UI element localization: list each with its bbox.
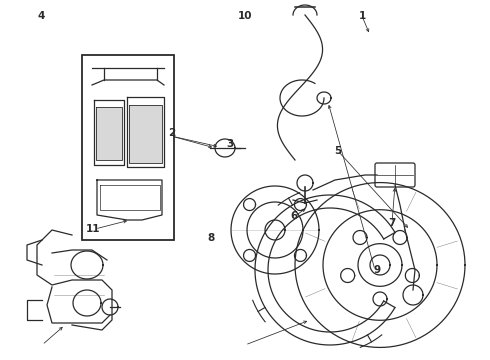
Text: 4: 4	[38, 11, 46, 21]
Text: 10: 10	[238, 11, 252, 21]
Text: 11: 11	[86, 224, 100, 234]
Text: 7: 7	[388, 218, 396, 228]
Text: 2: 2	[168, 128, 175, 138]
Text: 1: 1	[359, 11, 366, 21]
Bar	[82, 55, 174, 240]
Text: 3: 3	[227, 139, 234, 149]
Text: 9: 9	[374, 265, 381, 275]
Polygon shape	[96, 107, 122, 160]
Text: 5: 5	[335, 146, 342, 156]
Text: 8: 8	[207, 233, 214, 243]
Text: 6: 6	[291, 211, 297, 221]
Polygon shape	[129, 105, 162, 163]
